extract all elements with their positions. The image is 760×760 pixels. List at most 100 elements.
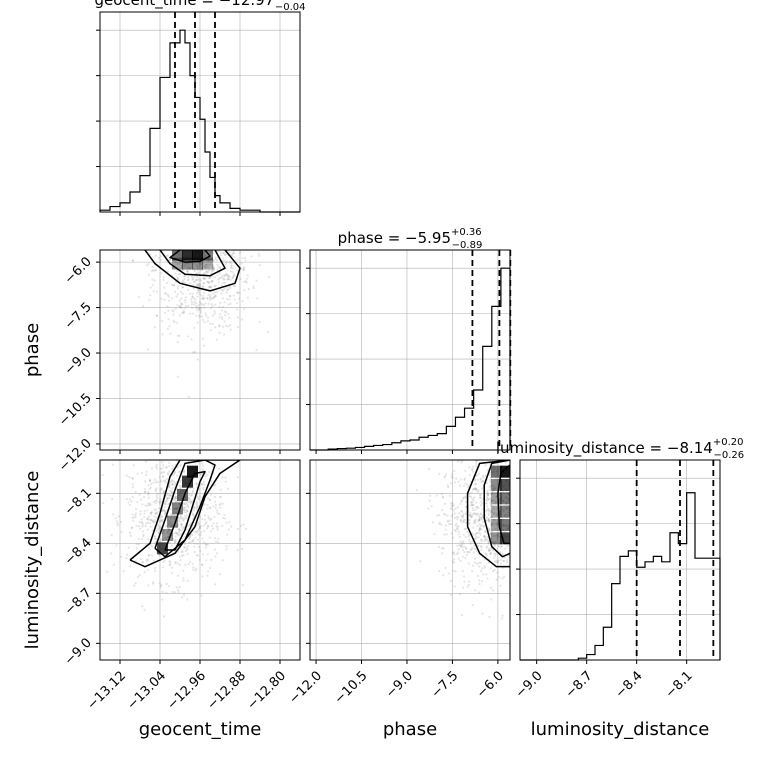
- sample-point: [495, 496, 498, 499]
- sample-point: [485, 481, 488, 484]
- sample-point: [255, 349, 258, 352]
- sample-point: [174, 497, 177, 500]
- sample-point: [153, 279, 156, 282]
- sample-point: [451, 536, 455, 539]
- sample-point: [131, 259, 135, 262]
- sample-point: [219, 502, 222, 505]
- sample-point: [448, 519, 452, 522]
- sample-point: [147, 484, 150, 487]
- sample-point: [147, 515, 151, 519]
- density-cell: [499, 492, 510, 505]
- sample-point: [131, 476, 134, 480]
- sample-point: [484, 530, 487, 533]
- sample-point: [242, 267, 245, 270]
- sample-point: [230, 278, 233, 282]
- sample-point: [177, 500, 180, 504]
- scatter-geocent-time-luminosity-distance-plot-area: [101, 460, 248, 618]
- sample-point: [198, 526, 202, 530]
- sample-point: [130, 526, 134, 529]
- sample-point: [112, 513, 115, 516]
- sample-point: [489, 552, 492, 556]
- sample-point: [195, 314, 198, 317]
- sample-point: [178, 272, 182, 276]
- sample-point: [459, 519, 462, 522]
- sample-point: [147, 262, 150, 265]
- sample-point: [168, 465, 171, 468]
- sample-point: [462, 515, 465, 518]
- sample-point: [486, 492, 489, 495]
- sample-point: [178, 502, 181, 505]
- sample-point: [209, 250, 212, 254]
- sample-point: [478, 519, 481, 522]
- sample-point: [460, 514, 463, 517]
- sample-point: [480, 487, 483, 490]
- sample-point: [480, 538, 483, 541]
- sample-point: [140, 537, 143, 541]
- sample-point: [174, 507, 177, 510]
- sample-point: [174, 497, 177, 500]
- sample-point: [165, 538, 168, 541]
- sample-point: [176, 287, 179, 290]
- sample-point: [189, 499, 192, 502]
- sample-point: [160, 514, 163, 517]
- sample-point: [160, 472, 163, 475]
- sample-point: [112, 563, 115, 566]
- sample-point: [239, 538, 242, 541]
- sample-point: [462, 484, 466, 488]
- sample-point: [152, 581, 155, 584]
- sample-point: [202, 251, 206, 254]
- sample-point: [219, 488, 222, 491]
- density-cell: [202, 257, 213, 270]
- sample-point: [226, 487, 230, 490]
- sample-point: [484, 566, 487, 569]
- sample-point: [494, 541, 497, 545]
- sample-point: [149, 286, 152, 289]
- sample-point: [173, 284, 176, 287]
- sample-point: [505, 506, 508, 510]
- sample-point: [174, 307, 177, 310]
- sample-point: [236, 291, 239, 294]
- sample-point: [461, 514, 465, 517]
- sample-point: [170, 544, 173, 547]
- sample-point: [149, 511, 153, 514]
- sample-point: [199, 269, 202, 272]
- sample-point: [148, 553, 151, 557]
- sample-point: [178, 305, 181, 309]
- sample-point: [205, 559, 208, 562]
- sample-point: [179, 514, 183, 517]
- sample-point: [483, 535, 486, 538]
- sample-point: [217, 281, 220, 284]
- sample-point: [216, 528, 219, 531]
- sample-point: [182, 311, 185, 314]
- sample-point: [169, 516, 172, 519]
- sample-point: [160, 271, 163, 275]
- sample-point: [148, 487, 152, 490]
- sample-point: [147, 496, 150, 499]
- sample-point: [246, 296, 249, 299]
- sample-point: [225, 274, 228, 277]
- sample-point: [441, 508, 444, 512]
- sample-point: [502, 509, 505, 513]
- sample-point: [203, 265, 206, 269]
- sample-point: [228, 287, 232, 290]
- sample-point: [150, 544, 153, 548]
- sample-point: [491, 491, 494, 494]
- sample-point: [455, 515, 458, 519]
- sample-point: [236, 476, 240, 479]
- sample-point: [190, 501, 193, 504]
- sample-point: [227, 276, 230, 279]
- sample-point: [179, 487, 182, 490]
- sample-point: [189, 266, 192, 269]
- sample-point: [227, 303, 230, 306]
- sample-point: [242, 268, 245, 271]
- sample-point: [235, 302, 239, 305]
- sample-point: [186, 510, 189, 513]
- sample-point: [155, 463, 158, 466]
- sample-point: [179, 306, 182, 309]
- sample-point: [193, 505, 196, 509]
- sample-point: [473, 519, 476, 523]
- sample-point: [211, 292, 215, 295]
- sample-point: [195, 482, 198, 485]
- sample-point: [178, 484, 181, 487]
- sample-point: [167, 295, 170, 298]
